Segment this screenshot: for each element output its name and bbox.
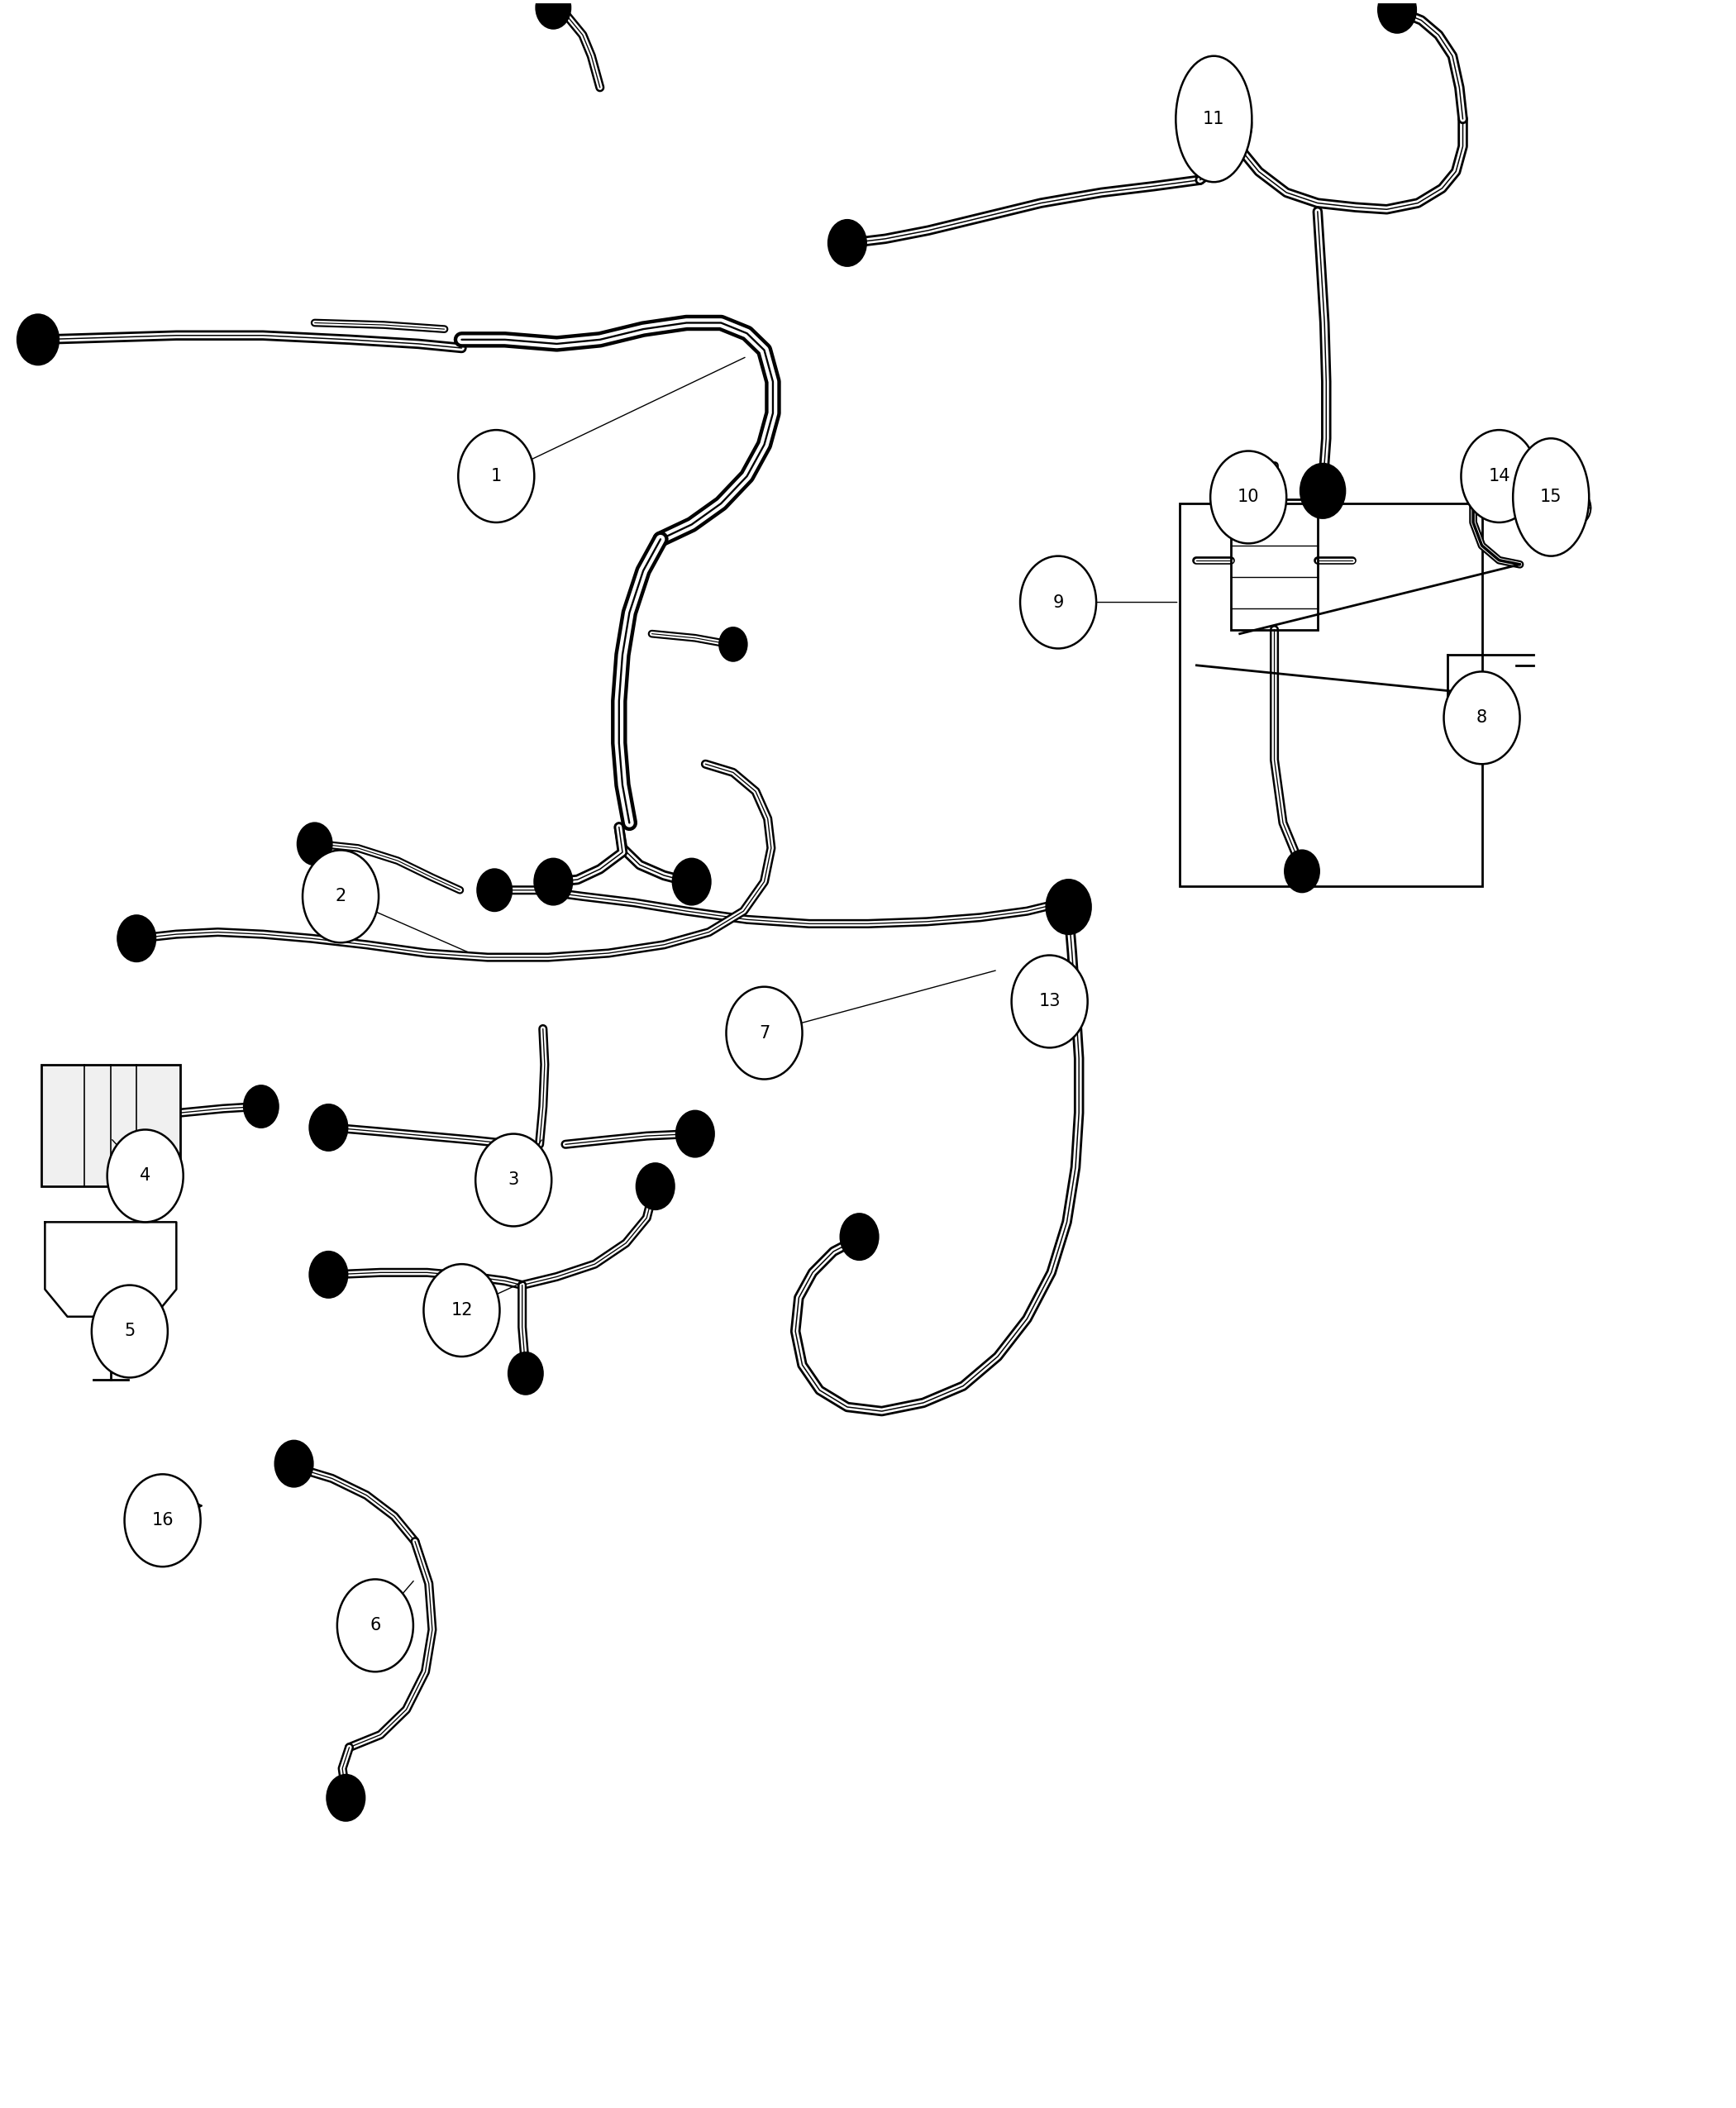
Circle shape <box>125 1473 201 1566</box>
Circle shape <box>108 1130 184 1223</box>
Text: 8: 8 <box>1476 710 1488 725</box>
Text: 2: 2 <box>335 887 345 904</box>
Circle shape <box>424 1265 500 1358</box>
Circle shape <box>118 915 156 961</box>
Bar <box>142 1488 160 1522</box>
Text: 12: 12 <box>451 1303 472 1320</box>
Circle shape <box>1049 881 1083 923</box>
Circle shape <box>1210 451 1286 544</box>
Text: 4: 4 <box>141 1168 151 1185</box>
Bar <box>1179 504 1483 885</box>
Text: 6: 6 <box>370 1617 380 1634</box>
Text: 9: 9 <box>1052 594 1064 611</box>
Circle shape <box>1047 879 1090 934</box>
Circle shape <box>1210 99 1252 150</box>
Circle shape <box>1012 955 1087 1048</box>
Circle shape <box>1462 430 1536 523</box>
Circle shape <box>637 1164 674 1210</box>
Circle shape <box>535 858 573 904</box>
Circle shape <box>675 1111 713 1157</box>
Text: 5: 5 <box>125 1324 135 1339</box>
Bar <box>1231 500 1318 630</box>
Circle shape <box>92 1286 168 1377</box>
Text: 7: 7 <box>759 1024 769 1041</box>
Circle shape <box>536 0 571 30</box>
Text: 16: 16 <box>151 1511 174 1528</box>
Circle shape <box>1021 557 1095 649</box>
Circle shape <box>243 1086 278 1128</box>
Circle shape <box>1562 491 1590 525</box>
Text: 10: 10 <box>1238 489 1259 506</box>
Circle shape <box>326 1775 365 1821</box>
Circle shape <box>509 1353 543 1393</box>
Circle shape <box>477 868 512 911</box>
Circle shape <box>672 858 710 904</box>
Text: 1: 1 <box>491 468 502 485</box>
Circle shape <box>309 1252 347 1299</box>
Circle shape <box>17 314 59 365</box>
Circle shape <box>1444 672 1521 763</box>
Circle shape <box>309 1105 347 1151</box>
Ellipse shape <box>1175 57 1252 181</box>
Circle shape <box>726 987 802 1079</box>
Circle shape <box>719 628 746 662</box>
Circle shape <box>1378 0 1417 34</box>
Circle shape <box>840 1214 878 1261</box>
Circle shape <box>297 822 332 864</box>
Text: 14: 14 <box>1488 468 1510 485</box>
Text: 13: 13 <box>1038 993 1061 1010</box>
Circle shape <box>337 1579 413 1672</box>
Text: 3: 3 <box>509 1172 519 1189</box>
Circle shape <box>1300 464 1345 519</box>
Circle shape <box>274 1440 312 1486</box>
Bar <box>42 1065 181 1187</box>
Circle shape <box>458 430 535 523</box>
Circle shape <box>828 219 866 266</box>
Text: 11: 11 <box>1203 112 1226 126</box>
Circle shape <box>302 850 378 942</box>
Ellipse shape <box>1514 438 1588 557</box>
Circle shape <box>476 1134 552 1227</box>
Text: 15: 15 <box>1540 489 1562 506</box>
Circle shape <box>1285 850 1319 892</box>
